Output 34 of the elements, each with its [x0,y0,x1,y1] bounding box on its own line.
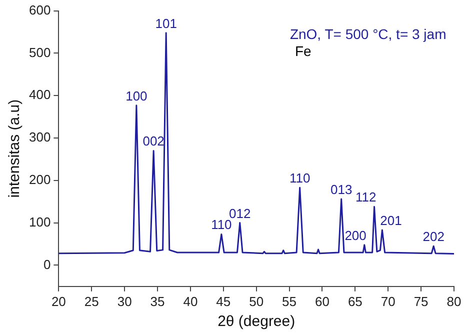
annotation: Fe [294,42,312,59]
x-tick-label: 55 [282,294,297,309]
x-tick-label: 70 [380,294,396,309]
x-tick-label: 20 [51,294,66,309]
x-tick-label: 35 [150,294,165,309]
x-tick-label: 40 [183,294,198,309]
x-tick-label: 60 [314,294,330,309]
annotation: 202 [422,229,444,244]
annotation: 112 [356,190,376,205]
x-tick-label: 25 [84,294,99,309]
x-tick-label: 50 [249,294,264,309]
x-tick-label: 65 [348,294,362,309]
annotation: 110 [289,170,310,186]
y-tick-label: 200 [28,172,51,187]
annotation: 200 [344,228,366,243]
x-axis-title: 2θ (degree) [218,313,296,330]
annotation: 101 [155,16,177,31]
y-axis-title: intensitas (a.u) [6,99,24,198]
annotation: 012 [229,206,251,221]
y-tick-label: 500 [28,44,51,60]
annotation: 110 [211,217,232,232]
y-tick-label: 300 [28,130,51,145]
y-tick-label: 100 [28,214,51,230]
x-tick-label: 80 [446,294,462,309]
x-tick-label: 45 [216,294,231,309]
x-tick-label: 75 [414,294,428,309]
y-tick-label: 400 [28,87,51,102]
y-tick-label: 600 [28,2,51,18]
annotation: 100 [126,88,148,104]
x-tick-label: 30 [117,294,132,309]
annotation: 013 [330,182,352,198]
annotation: 201 [380,213,402,228]
annotation: ZnO, T= 500 °C, t= 3 jam [290,26,446,42]
y-tick-label: 0 [43,256,51,272]
